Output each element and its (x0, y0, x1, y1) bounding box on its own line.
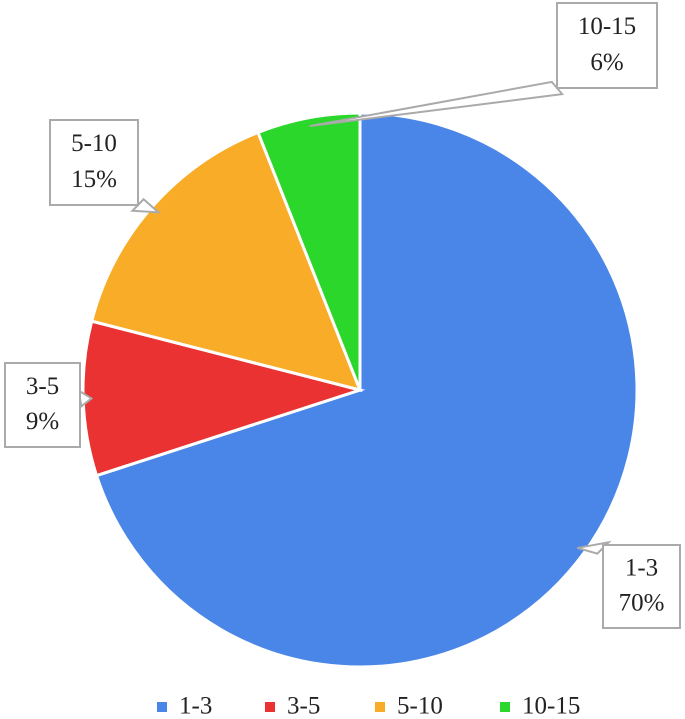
legend-marker (375, 702, 385, 712)
callout-value: 70% (619, 589, 665, 616)
legend-label: 3-5 (287, 693, 320, 719)
callout-box (556, 2, 658, 89)
callout-value: 15% (71, 166, 117, 193)
pie-slice (256, 111, 362, 391)
callout-category: 5-10 (71, 130, 117, 157)
callout-pointer (309, 80, 565, 128)
callout-box (4, 362, 81, 448)
callout-value: 6% (590, 49, 623, 76)
legend-marker (265, 702, 275, 712)
callout-box (602, 544, 681, 629)
legend-marker (157, 702, 167, 712)
legend-label: 5-10 (397, 693, 443, 719)
pie-slice (94, 111, 639, 669)
callout-value: 9% (26, 408, 59, 435)
callout-category: 3-5 (26, 373, 59, 400)
legend-label: 10-15 (522, 693, 580, 719)
callout-category: 10-15 (578, 13, 636, 40)
callout-box (49, 119, 139, 206)
legend-marker (500, 702, 510, 712)
legend-label: 1-3 (179, 693, 212, 719)
callout-category: 1-3 (625, 555, 658, 582)
